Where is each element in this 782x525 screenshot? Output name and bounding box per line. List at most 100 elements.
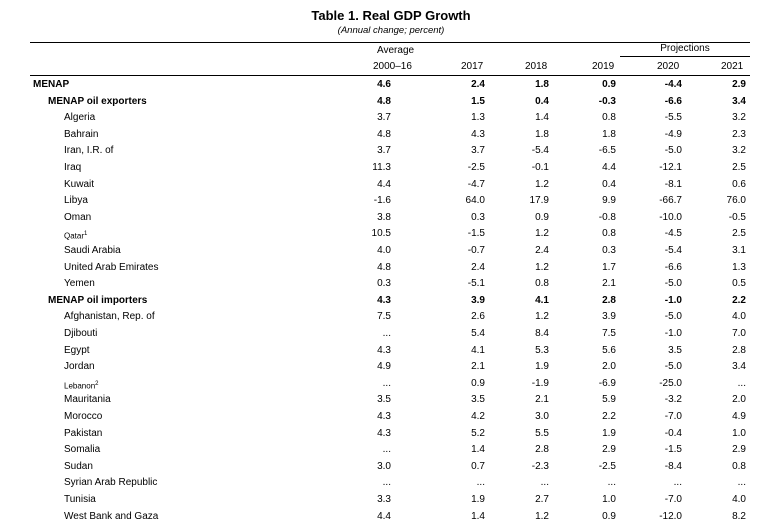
cell-avg-2000-16: 11.3 [372, 162, 391, 173]
table-row: Oman 3.8 0.3 0.9 -0.8 -10.0 -0.5 [0, 210, 782, 226]
footnote-marker: 1 [84, 231, 88, 238]
cell-2020: -5.0 [664, 361, 682, 373]
cell-2019: 2.1 [602, 278, 616, 290]
cell-2018: 17.9 [529, 195, 549, 207]
table-row: Mauritania 3.5 3.5 2.1 5.9 -3.2 2.0 [0, 392, 782, 408]
cell-2020: -5.0 [664, 145, 682, 157]
cell-2019: 1.0 [602, 494, 616, 505]
table-row: Afghanistan, Rep. of 7.5 2.6 1.2 3.9 -5.0 4.0 [0, 309, 782, 325]
cell-2017: 0.9 [471, 377, 485, 389]
cell-2020: -1.0 [664, 328, 682, 339]
cell-avg-2000-16: 4.8 [377, 261, 391, 273]
cell-2018: 0.8 [535, 278, 549, 290]
cell-avg-2000-16: 4.6 [377, 79, 391, 90]
cell-avg-2000-16: 4.8 [377, 95, 391, 107]
cell-avg-2000-16: 0.3 [377, 278, 391, 290]
cell-avg-2000-16: 7.5 [377, 311, 391, 323]
cell-2021: 2.5 [732, 162, 746, 173]
col-header-avg: 2000–16 [373, 61, 412, 72]
cell-2021: 8.2 [732, 510, 746, 522]
cell-2018: 1.4 [535, 112, 549, 124]
cell-2019: -0.8 [598, 211, 616, 223]
row-label: Lebanon2 [64, 376, 99, 395]
row-label: Bahrain [64, 127, 98, 143]
table-row: Iran, I.R. of 3.7 3.7 -5.4 -6.5 -5.0 3.2 [0, 143, 782, 159]
row-label-text: United Arab Emirates [64, 261, 159, 273]
row-label: Iran, I.R. of [64, 143, 113, 159]
table-row: Iraq 11.3 -2.5 -0.1 4.4 -12.1 2.5 [0, 160, 782, 176]
cell-2018: 2.4 [535, 245, 549, 256]
cell-2019: -6.9 [598, 377, 616, 389]
cell-2021: 2.9 [732, 444, 746, 456]
cell-avg-2000-16: 10.5 [371, 228, 391, 240]
cell-2018: 4.1 [535, 294, 549, 306]
cell-2020: -4.5 [664, 228, 682, 240]
cell-2021: 4.0 [732, 494, 746, 505]
cell-2019: 0.9 [602, 510, 616, 522]
header-rule [30, 75, 750, 76]
cell-2018: 1.2 [535, 510, 549, 522]
row-label: Afghanistan, Rep. of [64, 309, 155, 325]
row-label: West Bank and Gaza [64, 509, 158, 525]
cell-2020: -3.2 [664, 394, 682, 406]
cell-2018: 0.9 [535, 211, 549, 223]
row-label: Morocco [64, 409, 102, 425]
cell-2019: 1.9 [602, 427, 616, 439]
cell-2020: ... [673, 477, 682, 489]
cell-2020: -5.5 [664, 112, 682, 124]
row-label: United Arab Emirates [64, 260, 159, 276]
projections-label: Projections [660, 43, 710, 54]
table-row: Saudi Arabia 4.0 -0.7 2.4 0.3 -5.4 3.1 [0, 243, 782, 259]
row-label: Pakistan [64, 426, 102, 442]
cell-2019: 1.8 [602, 128, 616, 140]
cell-avg-2000-16: 4.3 [377, 294, 391, 306]
cell-avg-2000-16: ... [382, 444, 391, 456]
cell-2018: 0.4 [535, 95, 549, 107]
cell-avg-2000-16: 3.0 [377, 460, 391, 472]
col-header-2020: 2020 [657, 61, 680, 72]
cell-2019: 2.9 [602, 444, 616, 456]
cell-2017: 2.4 [471, 79, 485, 90]
row-label-text: Mauritania [64, 394, 111, 406]
cell-2017: 2.1 [471, 361, 485, 373]
row-label: MENAP oil importers [48, 293, 147, 309]
row-label-text: Qatar [64, 232, 85, 242]
row-label-text: Iraq [64, 162, 82, 173]
cell-2020: -7.0 [664, 411, 682, 422]
cell-avg-2000-16: 4.4 [377, 510, 391, 522]
cell-avg-2000-16: 4.8 [377, 128, 391, 140]
cell-2018: 1.9 [535, 361, 549, 373]
cell-2021: 2.2 [732, 294, 746, 306]
row-label: Syrian Arab Republic [64, 475, 157, 491]
cell-2020: -4.4 [664, 79, 682, 90]
cell-2019: 7.5 [602, 328, 616, 339]
row-label: Somalia [64, 442, 100, 458]
row-label: Yemen [64, 276, 95, 292]
row-label: Kuwait [64, 177, 94, 193]
cell-2020: -6.6 [664, 95, 682, 107]
row-label-text: Iran, I.R. of [64, 145, 114, 157]
cell-2020: -6.6 [664, 261, 682, 273]
cell-2017: 3.5 [471, 394, 485, 406]
cell-2021: 3.2 [732, 145, 746, 157]
row-label-text: Egypt [64, 344, 90, 356]
cell-2017: 4.1 [471, 344, 485, 356]
cell-2017: 2.6 [471, 311, 485, 323]
table-row: Yemen 0.3 -5.1 0.8 2.1 -5.0 0.5 [0, 276, 782, 292]
cell-2019: 4.4 [602, 162, 616, 173]
cell-2018: 1.2 [535, 228, 549, 240]
table-row: Libya -1.6 64.0 17.9 9.9 -66.7 76.0 [0, 193, 782, 209]
cell-2017: 2.4 [471, 261, 485, 273]
cell-2020: -25.0 [659, 377, 682, 389]
cell-2017: -5.1 [467, 278, 485, 290]
cell-2019: 0.4 [602, 178, 616, 190]
cell-avg-2000-16: 3.7 [377, 145, 391, 157]
row-label-text: West Bank and Gaza [64, 510, 159, 522]
cell-2017: 0.7 [471, 460, 485, 472]
cell-2020: -12.0 [659, 510, 682, 522]
cell-2021: 3.4 [732, 95, 746, 107]
table-row: Bahrain 4.8 4.3 1.8 1.8 -4.9 2.3 [0, 127, 782, 143]
cell-2017: 1.4 [471, 444, 485, 456]
cell-2021: ... [737, 477, 746, 489]
cell-2019: 2.8 [602, 294, 616, 306]
